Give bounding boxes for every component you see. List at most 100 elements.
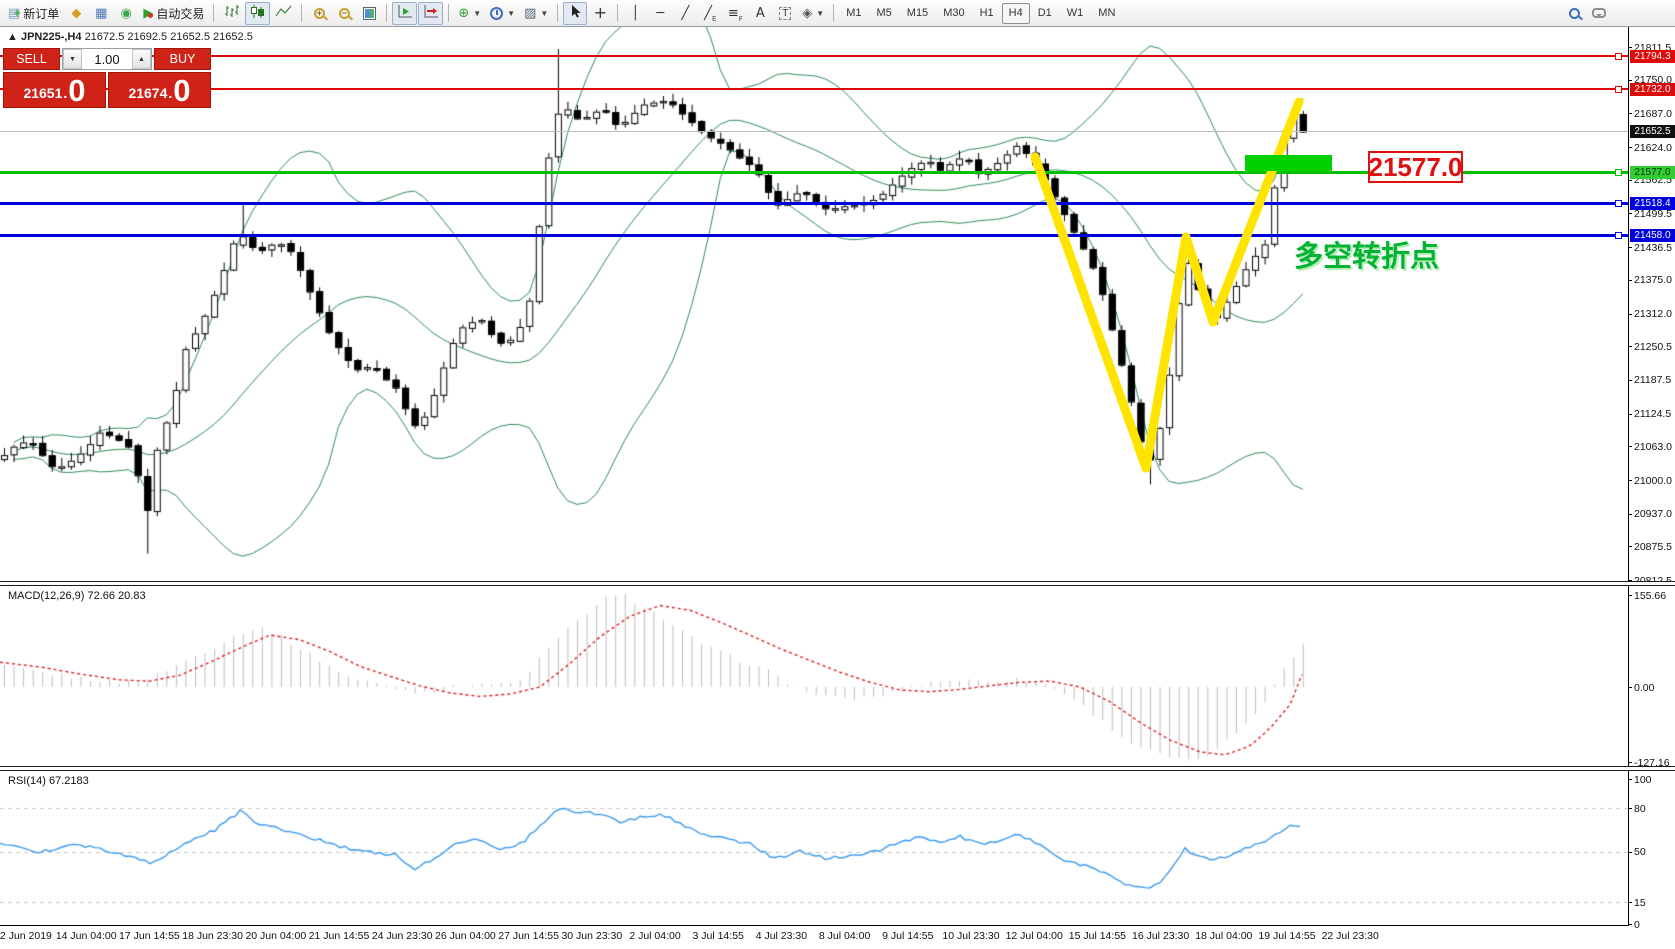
price-hline-21458[interactable]	[0, 234, 1628, 238]
time-axis-label: 8 Jul 04:00	[818, 930, 871, 942]
hline-drag-marker[interactable]	[1615, 168, 1622, 176]
search-button[interactable]	[1562, 2, 1586, 25]
chevron-down-icon[interactable]: ▼	[540, 8, 549, 18]
hline-drag-marker[interactable]	[1615, 52, 1622, 60]
volume-decrease-button[interactable]: ▼	[63, 49, 82, 69]
volume-stepper: ▼ 1.00 ▲	[62, 48, 152, 70]
price-callout-box[interactable]: 21577.0	[1368, 151, 1463, 183]
hline-drag-marker[interactable]	[1615, 199, 1622, 207]
main-chart-canvas[interactable]	[0, 27, 1628, 581]
text-label-button[interactable]: T	[773, 2, 797, 25]
axis-tick	[1628, 47, 1632, 48]
buy-button[interactable]: BUY	[154, 48, 211, 70]
time-axis-label: 19 Jul 14:55	[1258, 930, 1316, 942]
highlight-rectangle[interactable]	[1245, 155, 1332, 171]
horizontal-line-button[interactable]: ─	[648, 2, 672, 25]
price-hline-21577[interactable]	[0, 170, 1628, 174]
time-axis-label: 3 Jul 14:55	[692, 930, 744, 942]
zoom-out-button[interactable]: −	[332, 2, 356, 25]
indicators-button[interactable]: ⊕ ▼	[454, 2, 485, 25]
chevron-down-icon[interactable]: ▼	[816, 8, 825, 18]
ohlc-high: 21692.5	[127, 31, 168, 43]
chevron-down-icon[interactable]: ▼	[473, 8, 482, 18]
candlestick-chart-button[interactable]	[245, 1, 271, 25]
indicators-icon: ⊕	[458, 5, 470, 21]
toolbar-separator	[617, 4, 619, 22]
macd-panel-separator[interactable]	[0, 581, 1675, 586]
collapse-arrow-icon[interactable]: ▲	[7, 31, 18, 43]
chat-button[interactable]	[1587, 2, 1611, 25]
timeframe-h4[interactable]: H4	[1001, 2, 1030, 24]
time-axis-label: 30 Jun 23:30	[561, 930, 623, 942]
volume-increase-button[interactable]: ▲	[132, 49, 151, 69]
timeframe-m30[interactable]: M30	[943, 7, 965, 19]
axis-tick	[1628, 779, 1632, 780]
rsi-panel-canvas[interactable]	[0, 771, 1628, 925]
cursor-button[interactable]	[563, 1, 588, 25]
chevron-down-icon[interactable]: ▼	[507, 8, 516, 18]
bar-chart-button[interactable]	[219, 2, 244, 25]
periods-button[interactable]: ▼	[486, 2, 519, 25]
macd-axis-label: 155.66	[1634, 589, 1667, 602]
timeframe-d1[interactable]: D1	[1037, 7, 1052, 19]
axis-tick	[1628, 446, 1632, 448]
macd-axis-label: 0.00	[1634, 681, 1655, 694]
zoom-in-button[interactable]: +	[307, 2, 331, 25]
volume-input[interactable]: 1.00	[94, 51, 120, 67]
auto-scroll-icon	[396, 4, 413, 22]
toolbar-separator	[833, 4, 835, 22]
templates-button[interactable]: ▨ ▼	[520, 2, 552, 25]
timeframe-m15[interactable]: M15	[906, 7, 929, 19]
price-tick-label: 20937.0	[1634, 508, 1672, 521]
price-hline-21518.4[interactable]	[0, 201, 1628, 205]
chart-shift-button[interactable]	[418, 1, 444, 25]
rsi-panel-separator[interactable]	[0, 766, 1675, 771]
market-watch-button[interactable]: ◆	[64, 2, 88, 25]
data-window-button[interactable]: ▦	[89, 2, 113, 25]
line-chart-button[interactable]	[271, 2, 296, 25]
toolbar-separator	[557, 4, 559, 22]
timeframe-w1[interactable]: W1	[1066, 7, 1084, 19]
trendline-button[interactable]: ╱	[673, 2, 697, 25]
time-axis-label: 16 Jul 23:30	[1131, 930, 1190, 942]
price-hline-21732[interactable]	[0, 88, 1628, 91]
price-badge-21794.3: 21794.3	[1630, 49, 1675, 63]
timeframe-m5[interactable]: M5	[876, 7, 892, 19]
new-order-button-label: 新订单	[23, 6, 60, 21]
crosshair-button[interactable]: +	[588, 2, 612, 25]
axis-tick	[1628, 413, 1632, 415]
price-hline-21652.5[interactable]	[0, 131, 1628, 133]
price-hline-21794.3[interactable]	[0, 55, 1628, 58]
sell-button[interactable]: SELL	[3, 48, 60, 70]
toolbar-separator	[213, 4, 215, 22]
timeframe-h1[interactable]: H1	[979, 7, 994, 19]
rsi-axis-label: 50	[1634, 846, 1646, 858]
auto-scroll-button[interactable]	[392, 1, 418, 25]
hline-drag-marker[interactable]	[1615, 232, 1622, 240]
timeframe-mn[interactable]: MN	[1098, 7, 1116, 19]
trendline-icon: ╱	[681, 5, 690, 21]
text-button[interactable]: A	[748, 2, 772, 25]
time-axis-label: 12 Jul 04:00	[1005, 930, 1063, 942]
buy-price-display[interactable]: 21674. 0	[108, 72, 211, 108]
autotrading-button[interactable]: ▶自动交易	[139, 2, 208, 25]
turning-point-note[interactable]: 多空转折点	[1294, 241, 1440, 273]
ohlc-low: 21652.5	[170, 31, 210, 43]
new-order-button[interactable]: ▤ + 新订单	[4, 2, 63, 25]
tile-windows-button[interactable]	[357, 2, 381, 25]
sell-price-display[interactable]: 21651. 0	[3, 72, 106, 108]
toolbar-separator	[448, 4, 450, 22]
status-dot-icon	[148, 12, 154, 18]
strategy-tester-button[interactable]: ◉	[114, 2, 138, 25]
arrows-button[interactable]: ◈ ▼	[798, 2, 828, 25]
macd-panel-canvas[interactable]	[0, 586, 1628, 766]
axis-tick	[1628, 902, 1632, 904]
fibonacci-button[interactable]: ≡	[723, 2, 747, 25]
time-axis-label: 22 Jul 23:30	[1321, 930, 1379, 942]
horizontal-line-icon: ─	[656, 5, 665, 21]
equidistant-channel-button[interactable]: ╱	[698, 2, 722, 25]
sell-price-big-digit: 0	[68, 73, 86, 108]
vertical-line-button[interactable]: │	[623, 2, 647, 25]
timeframe-m1[interactable]: M1	[846, 7, 862, 19]
hline-drag-marker[interactable]	[1615, 85, 1622, 93]
